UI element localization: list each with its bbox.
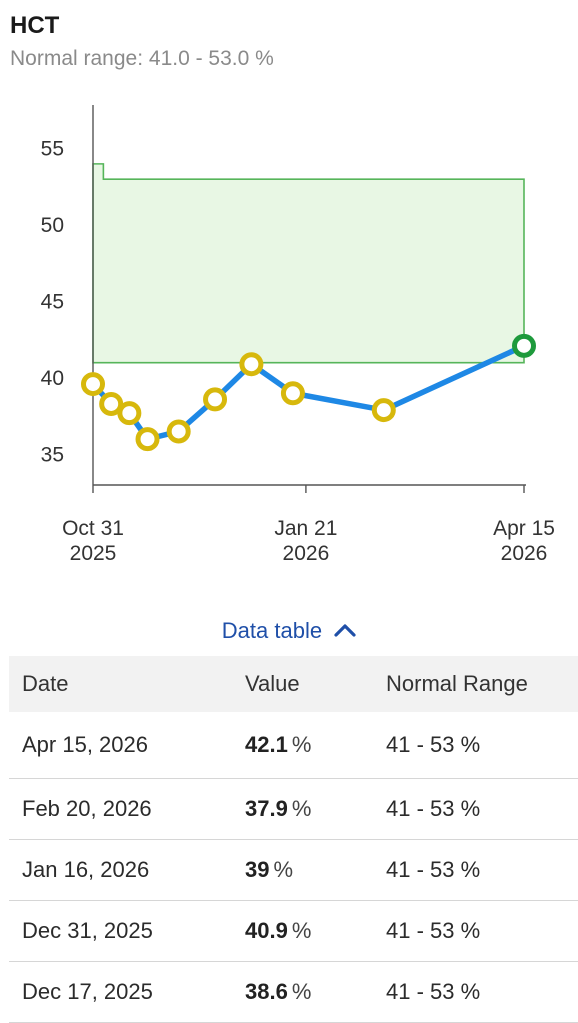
row-value-number: 39	[245, 857, 270, 882]
x-tick-label: Oct 31	[62, 517, 124, 540]
data-table-toggle-label: Data table	[221, 618, 323, 643]
row-normal-range: 41 - 53 %	[386, 796, 481, 821]
row-date: Dec 17, 2025	[22, 979, 153, 1004]
x-tick-label: Jan 21	[274, 517, 337, 540]
row-value-number: 37.9	[245, 796, 288, 821]
table-row: Dec 31, 2025 40.9% 41 - 53 %	[9, 901, 578, 962]
y-tick-label: 40	[41, 367, 64, 390]
data-table: Date Value Normal Range Apr 15, 2026 42.…	[9, 656, 578, 1023]
row-value-unit: %	[291, 918, 312, 943]
x-tick-label: Apr 15	[493, 517, 555, 540]
y-tick-label: 55	[41, 138, 64, 161]
data-point	[166, 419, 191, 444]
data-point	[371, 398, 396, 423]
y-tick-label: 45	[41, 291, 64, 314]
row-normal-range: 41 - 53 %	[386, 979, 481, 1004]
data-point	[239, 352, 264, 377]
row-date: Feb 20, 2026	[22, 796, 152, 821]
normal-range-band	[92, 163, 525, 364]
data-table-toggle[interactable]: Data table	[0, 618, 578, 644]
page-title: HCT	[10, 12, 60, 39]
row-normal-range: 41 - 53 %	[386, 918, 481, 943]
data-point	[135, 427, 160, 452]
row-date: Jan 16, 2026	[22, 857, 150, 882]
x-tick-year-label: 2026	[283, 542, 330, 565]
data-point	[203, 387, 228, 412]
column-header-normal-range: Normal Range	[386, 671, 528, 696]
row-value-unit: %	[291, 732, 312, 757]
row-value-unit: %	[273, 857, 294, 882]
column-header-date: Date	[22, 671, 69, 696]
data-point	[117, 401, 142, 426]
column-header-value: Value	[245, 671, 300, 696]
row-normal-range: 41 - 53 %	[386, 857, 481, 882]
row-value: 42.1%	[245, 732, 311, 758]
row-value: 39%	[245, 857, 293, 883]
y-tick-label: 50	[41, 214, 64, 237]
chevron-up-icon	[334, 617, 356, 643]
x-tick-year-label: 2025	[70, 542, 117, 565]
row-date: Dec 31, 2025	[22, 918, 153, 943]
row-value-unit: %	[291, 979, 312, 1004]
row-value-number: 40.9	[245, 918, 288, 943]
table-row: Apr 15, 2026 42.1% 41 - 53 %	[9, 712, 578, 779]
row-value-unit: %	[291, 796, 312, 821]
row-date: Apr 15, 2026	[22, 732, 148, 757]
row-value: 40.9%	[245, 918, 311, 944]
table-row: Feb 20, 2026 37.9% 41 - 53 %	[9, 779, 578, 840]
data-point	[512, 333, 536, 358]
row-normal-range: 41 - 53 %	[386, 732, 481, 757]
table-row: Jan 16, 2026 39% 41 - 53 %	[9, 840, 578, 901]
row-value-number: 42.1	[245, 732, 288, 757]
row-value: 38.6%	[245, 979, 311, 1005]
x-tick-year-label: 2026	[501, 542, 548, 565]
y-tick-label: 35	[41, 443, 64, 466]
data-point	[81, 372, 105, 397]
data-point	[99, 391, 124, 416]
table-header: Date Value Normal Range	[9, 656, 578, 712]
normal-range-subtitle: Normal range: 41.0 - 53.0 %	[10, 47, 274, 70]
row-value: 37.9%	[245, 796, 311, 822]
data-point	[280, 381, 305, 406]
row-value-number: 38.6	[245, 979, 288, 1004]
table-row: Dec 17, 2025 38.6% 41 - 53 %	[9, 962, 578, 1023]
